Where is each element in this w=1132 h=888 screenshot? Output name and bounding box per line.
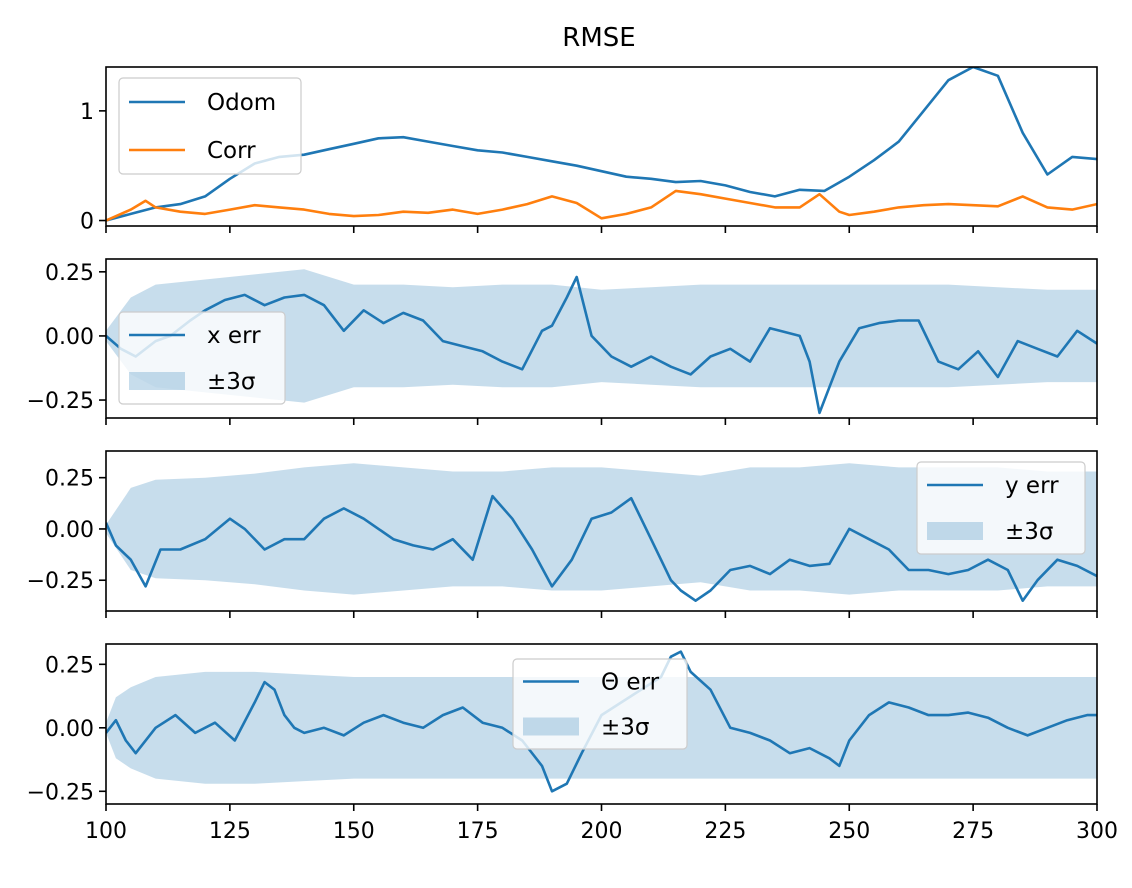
- y-tick-label: −0.25: [27, 389, 94, 414]
- series-line-θ-err: [106, 650, 1097, 793]
- plot-area: [106, 269, 1097, 415]
- x-tick-label: 225: [704, 819, 746, 844]
- series-line-x-err: [106, 275, 1097, 415]
- legend-label: ±3σ: [207, 369, 255, 395]
- legend: x err ±3σ: [118, 311, 286, 405]
- y-tick-label: 0.00: [45, 717, 94, 742]
- subplot-2: 0.25 0.00 −0.25 x err ±3σ: [27, 258, 1098, 425]
- legend-label: Θ err: [601, 670, 660, 696]
- legend-label: ±3σ: [1005, 519, 1053, 545]
- sigma-band: [106, 463, 1097, 595]
- x-tick-label: 125: [209, 819, 251, 844]
- y-tick-label: −0.25: [27, 780, 94, 805]
- legend-swatch: [927, 522, 983, 540]
- y-tick-label: 1: [80, 100, 94, 125]
- x-tick-label: 275: [952, 819, 994, 844]
- x-tick-label: 200: [581, 819, 623, 844]
- legend-label: y err: [1005, 473, 1059, 499]
- y-tick-label: 0.00: [45, 518, 94, 543]
- legend-label: x err: [207, 323, 261, 349]
- y-tick-label: 0.25: [45, 261, 94, 286]
- subplot-3: 0.25 0.00 −0.25 y err ±3σ: [27, 450, 1098, 618]
- legend-swatch: [523, 717, 579, 736]
- legend: Θ err ±3σ: [512, 658, 688, 750]
- sigma-band: [106, 269, 1097, 403]
- x-tick-label: 100: [85, 819, 127, 844]
- y-tick-label: 0.25: [45, 653, 94, 678]
- legend-box: [916, 461, 1086, 555]
- y-tick-label: 0.25: [45, 467, 94, 492]
- legend-swatch: [129, 372, 185, 390]
- legend-label: Odom: [207, 90, 276, 116]
- legend: y err ±3σ: [916, 461, 1086, 555]
- x-tick-label: 175: [457, 819, 499, 844]
- y-tick-label: −0.25: [27, 569, 94, 594]
- y-tick-label: 0.00: [45, 325, 94, 350]
- subplot-1: 0 1 Odom Corr: [80, 66, 1098, 235]
- series-line-corr: [106, 189, 1097, 222]
- legend-label: Corr: [207, 138, 256, 164]
- plot-area: [106, 463, 1097, 602]
- legend-label: ±3σ: [601, 715, 649, 741]
- series-line-y-err: [106, 494, 1097, 602]
- chart-title: RMSE: [562, 23, 635, 53]
- legend: Odom Corr: [118, 77, 302, 175]
- x-tick-label: 250: [828, 819, 870, 844]
- x-tick-label: 150: [333, 819, 375, 844]
- y-tick-label: 0: [80, 210, 94, 235]
- subplot-4: 0.25 0.00 −0.25 100 125 150 175 200 225 250 275 300…: [27, 643, 1118, 844]
- x-tick-label: 300: [1076, 819, 1118, 844]
